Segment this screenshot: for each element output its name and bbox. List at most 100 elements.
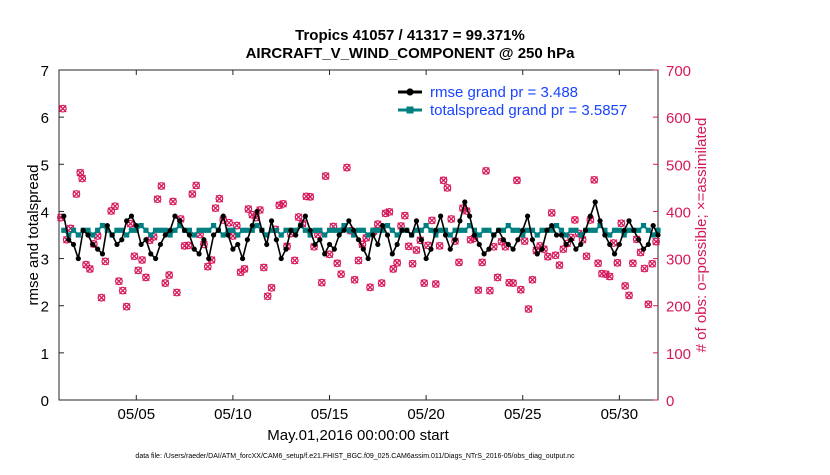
- obs-assimilated-marker: [520, 237, 529, 245]
- spread-point: [326, 227, 333, 233]
- obs-assimilated-marker: [97, 293, 106, 302]
- rmse-point: [481, 251, 487, 257]
- obs-assimilated-marker: [571, 216, 579, 224]
- spread-point: [196, 227, 202, 233]
- spread-point: [322, 232, 328, 238]
- spread-point: [529, 227, 536, 233]
- rmse-point: [215, 227, 222, 233]
- spread-point: [621, 232, 627, 238]
- x-axis: 05/05 05/10 05/15 05/20 05/25 05/30: [118, 70, 638, 423]
- spread-point: [597, 222, 603, 229]
- obs-possible-marker: [628, 259, 637, 268]
- spread-point: [587, 227, 593, 233]
- rmse-point: [210, 232, 217, 238]
- rmse-point: [491, 232, 497, 238]
- obs-assimilated-marker: [211, 204, 220, 212]
- legend-rmse-label: rmse grand pr = 3.488: [430, 84, 578, 101]
- obs-possible-marker: [142, 273, 150, 282]
- y-right-tick-label: 300: [666, 252, 691, 269]
- rmse-point: [471, 232, 478, 238]
- rmse-point: [544, 227, 550, 233]
- obs-assimilated-marker: [204, 262, 212, 271]
- spread-point: [655, 227, 661, 233]
- spread-point: [563, 232, 569, 238]
- rmse-series: [61, 199, 661, 262]
- obs-assimilated-marker: [640, 264, 649, 273]
- spread-point: [346, 227, 352, 233]
- obs-possible-marker: [613, 258, 622, 267]
- spread-point: [239, 227, 246, 233]
- spread-point: [210, 222, 217, 229]
- obs-assimilated-marker: [86, 265, 94, 273]
- spread-point: [539, 227, 545, 233]
- obs-possible-marker: [101, 257, 110, 266]
- rmse-point: [326, 241, 333, 248]
- spread-point: [225, 227, 231, 233]
- spread-point: [186, 227, 193, 233]
- obs-assimilated-marker: [240, 265, 249, 273]
- rmse-point: [563, 241, 569, 248]
- obs-possible-marker: [621, 282, 630, 290]
- rmse-point: [157, 241, 164, 248]
- rmse-point: [133, 222, 139, 229]
- rmse-point: [433, 227, 439, 233]
- y-right-axis-label: # of obs: o=possible; ×=assimilated: [693, 118, 710, 353]
- obs-assimilated-marker: [605, 272, 614, 281]
- rmse-point: [539, 246, 545, 252]
- legend-spread-label: totalspread grand pr = 3.5857: [430, 102, 627, 119]
- spread-point: [510, 227, 516, 233]
- obs-assimilated-marker: [629, 259, 637, 268]
- obs-possible-marker: [516, 285, 525, 294]
- spread-point: [172, 227, 178, 233]
- obs-assimilated-marker: [366, 283, 374, 292]
- obs-possible-marker: [107, 207, 116, 215]
- obs-possible-marker: [636, 248, 645, 257]
- obs-assimilated-marker: [439, 176, 448, 185]
- obs-assimilated-marker: [157, 182, 166, 190]
- rmse-point: [428, 246, 434, 252]
- obs-possible-marker: [590, 175, 599, 184]
- spread-point: [230, 227, 236, 233]
- spread-point: [447, 232, 453, 238]
- obs-possible-marker: [192, 181, 201, 190]
- obs-possible-marker: [404, 242, 413, 251]
- rmse-point: [607, 241, 613, 248]
- obs-possible-marker: [188, 190, 197, 198]
- rmse-point: [317, 237, 323, 243]
- obs-assimilated-marker: [153, 195, 162, 203]
- obs-possible-marker: [317, 278, 326, 287]
- obs-assimilated-marker: [350, 276, 359, 284]
- obs-assimilated-marker: [389, 265, 398, 273]
- rmse-point: [90, 241, 96, 248]
- rmse-point: [394, 241, 400, 248]
- spread-point: [413, 227, 420, 233]
- rmse-point: [254, 208, 260, 215]
- obs-possible-marker: [337, 270, 346, 279]
- obs-possible-marker: [263, 292, 272, 301]
- y-left-tick-label: 0: [41, 393, 49, 410]
- rmse-point: [230, 246, 236, 252]
- spread-point: [384, 222, 391, 229]
- spread-point: [650, 232, 656, 238]
- obs-assimilated-marker: [625, 291, 633, 300]
- y-right-tick-label: 200: [666, 299, 691, 316]
- obs-possible-marker: [594, 259, 602, 268]
- spread-point: [520, 232, 526, 238]
- spread-point: [75, 232, 81, 238]
- obs-possible-marker: [385, 207, 394, 216]
- rmse-point: [650, 222, 656, 229]
- obs-possible-marker: [493, 273, 502, 282]
- spread-point: [61, 227, 67, 233]
- rmse-point: [307, 227, 313, 233]
- obs-assimilated-marker: [142, 273, 150, 282]
- spread-point: [471, 227, 478, 233]
- rmse-point: [640, 246, 647, 252]
- obs-possible-marker: [513, 176, 521, 185]
- obs-assimilated-marker: [455, 258, 463, 267]
- y-right-tick-label: 600: [666, 110, 691, 127]
- spread-point: [452, 227, 458, 233]
- spread-point: [549, 227, 555, 233]
- obs-possible-marker: [625, 291, 633, 300]
- obs-assimilated-marker: [544, 252, 552, 261]
- rmse-point: [196, 251, 202, 257]
